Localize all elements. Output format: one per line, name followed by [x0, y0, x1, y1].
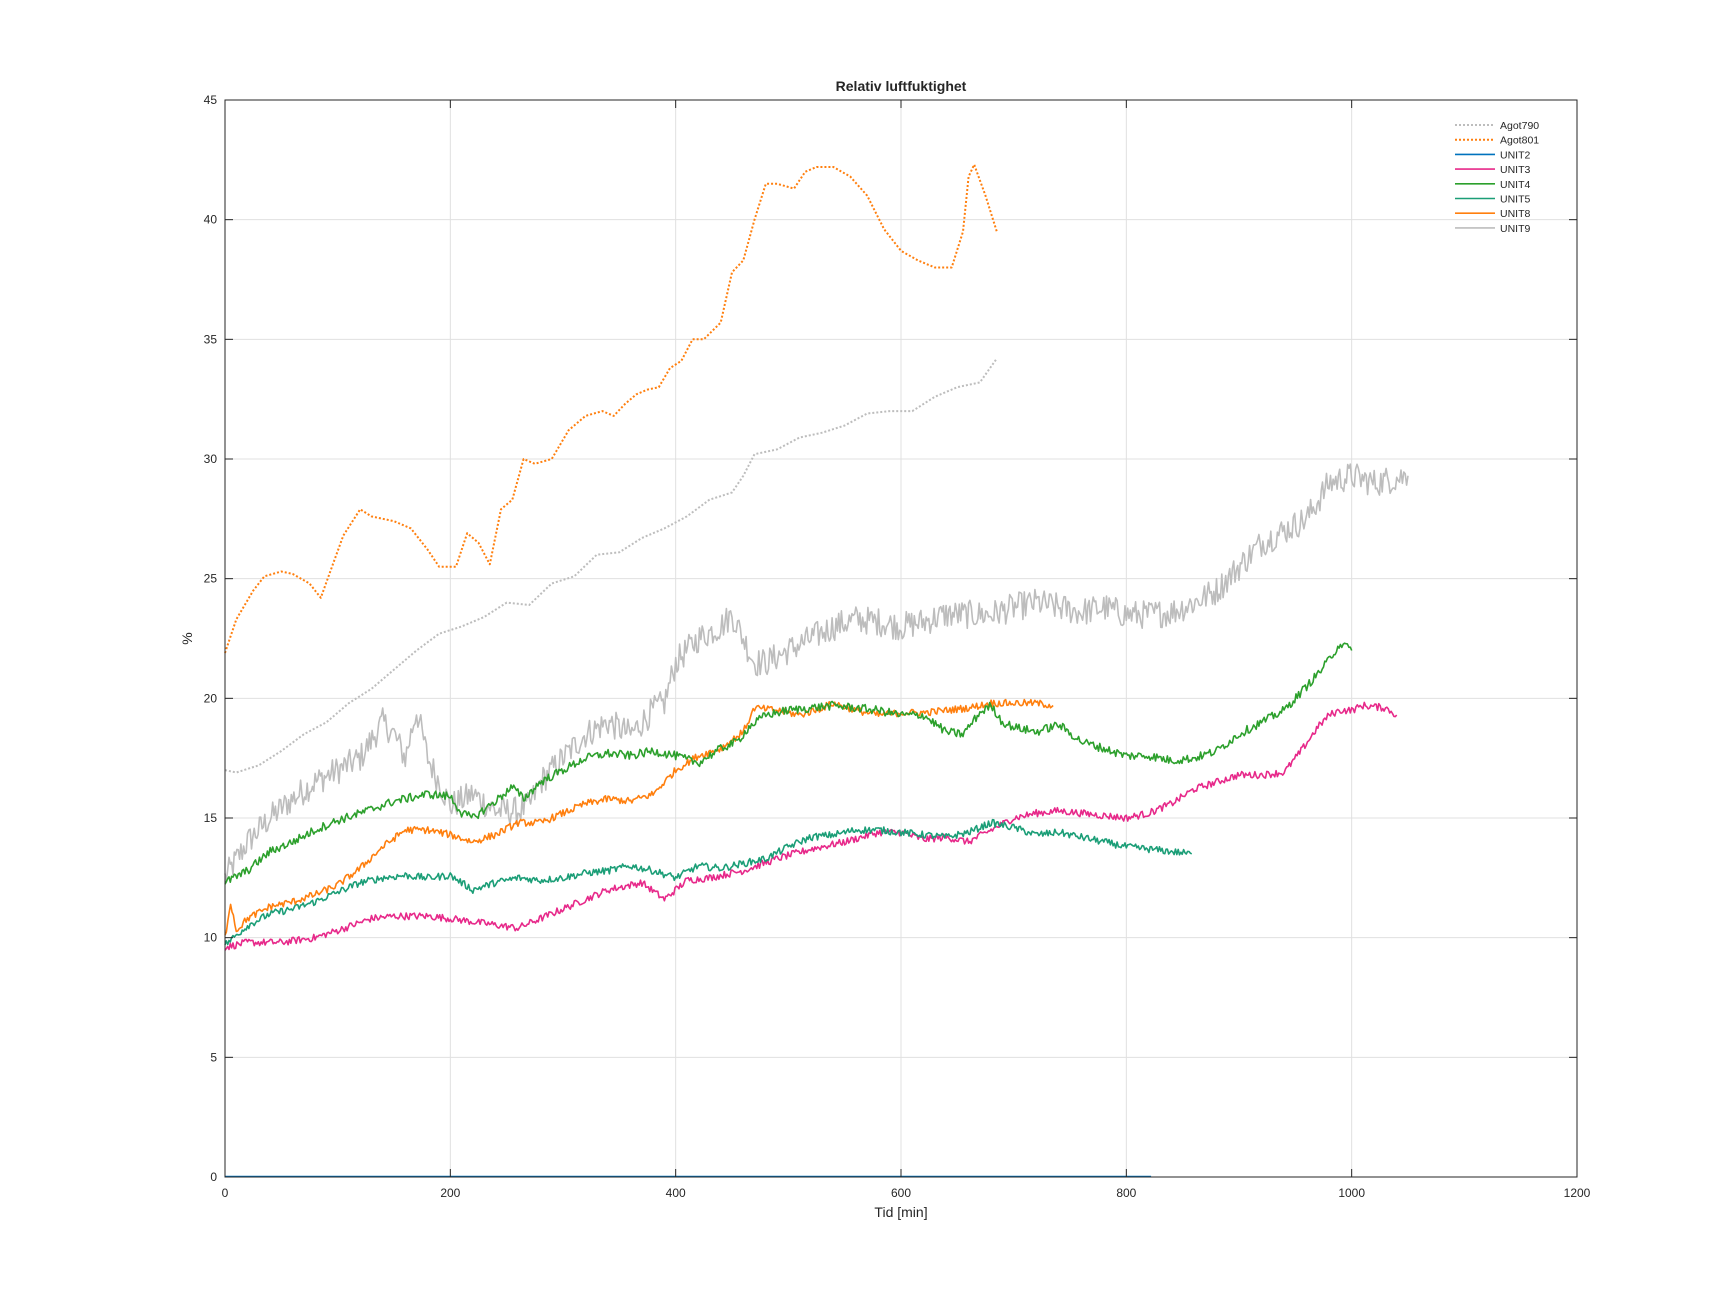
legend-label-unit2: UNIT2 — [1500, 149, 1530, 161]
chart-title: Relativ luftfuktighet — [836, 78, 967, 94]
series-line-agot790 — [224, 357, 998, 774]
y-axis-label: % — [179, 632, 195, 644]
x-axis-label: Tid [min] — [874, 1204, 927, 1220]
legend-label-unit3: UNIT3 — [1500, 164, 1530, 176]
x-tick-label: 1000 — [1338, 1186, 1365, 1200]
y-tick-label: 40 — [204, 213, 218, 227]
series-line-unit9 — [224, 463, 1409, 883]
x-tick-label: 1200 — [1564, 1186, 1591, 1200]
legend-label-unit8: UNIT8 — [1500, 208, 1530, 220]
y-tick-label: 45 — [204, 93, 218, 107]
y-tick-label: 5 — [210, 1050, 217, 1064]
series-line-unit3 — [224, 701, 1398, 951]
x-tick-label: 400 — [666, 1186, 686, 1200]
y-tick-label: 30 — [204, 452, 218, 466]
legend-label-unit5: UNIT5 — [1500, 194, 1530, 206]
x-tick-label: 0 — [222, 1186, 229, 1200]
x-tick-label: 200 — [440, 1186, 460, 1200]
y-tick-label: 0 — [210, 1170, 217, 1184]
x-tick-label: 600 — [891, 1186, 911, 1200]
series-line-agot801 — [224, 163, 998, 654]
legend-label-unit4: UNIT4 — [1500, 179, 1530, 191]
y-tick-label: 35 — [204, 332, 218, 346]
legend-label-agot790: Agot790 — [1500, 120, 1539, 132]
legend-label-agot801: Agot801 — [1500, 135, 1539, 147]
y-tick-label: 20 — [204, 691, 218, 705]
y-tick-label: 15 — [204, 811, 218, 825]
series-line-unit5 — [224, 818, 1193, 946]
x-tick-label: 800 — [1116, 1186, 1136, 1200]
series-line-unit4 — [224, 642, 1353, 885]
legend-label-unit9: UNIT9 — [1500, 223, 1530, 235]
y-tick-label: 10 — [204, 931, 218, 945]
series-line-unit8 — [224, 698, 1054, 936]
axis-ticks: 0 200 400 600 800 1000 1200 0 5 10 15 20 25 30 35 40 45 — [204, 93, 1591, 1200]
legend: Agot790 Agot801 UNIT2 UNIT3 UNIT4 UNIT5 UNIT8 U… — [1455, 120, 1539, 235]
y-tick-label: 25 — [204, 572, 218, 586]
